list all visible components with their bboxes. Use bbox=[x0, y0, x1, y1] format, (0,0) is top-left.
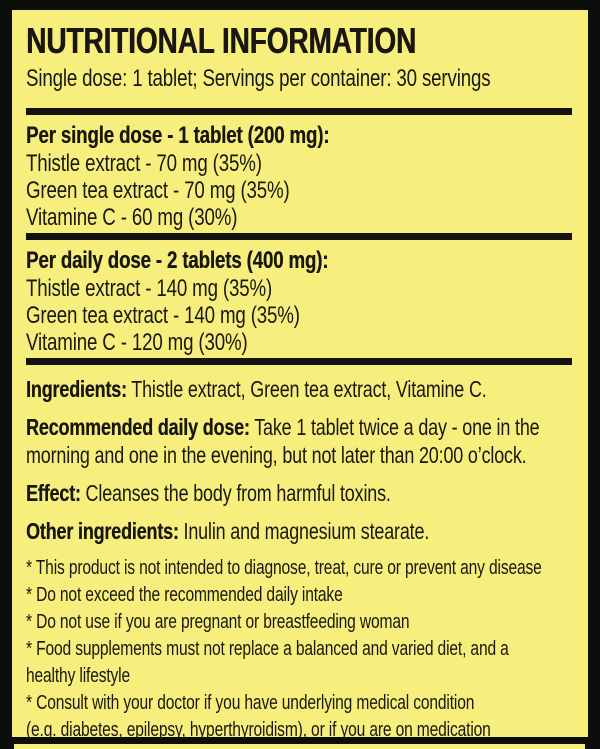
paragraph-label: Ingredients: bbox=[26, 376, 127, 402]
nutrient-row: Green tea extract - 70 mg (35%) bbox=[26, 177, 290, 204]
paragraph-other-ingredients: Other ingredients: Inulin and magnesium … bbox=[26, 517, 574, 545]
paragraph-text: Take 1 tablet twice a day - one in the m… bbox=[26, 414, 540, 468]
disclaimer-list: * This product is not intended to diagno… bbox=[26, 555, 574, 737]
nutrition-label-panel: NUTRITIONAL INFORMATION Single dose: 1 t… bbox=[12, 10, 588, 737]
paragraph-text: Cleanses the body from harmful toxins. bbox=[80, 480, 391, 506]
paragraph-label: Recommended daily dose: bbox=[26, 414, 250, 440]
disclaimer-item: * Do not exceed the recommended daily in… bbox=[26, 584, 343, 606]
section-heading: Per daily dose - 2 tablets (400 mg): bbox=[26, 247, 329, 274]
disclaimer-item: * Consult with your doctor if you have u… bbox=[26, 692, 491, 737]
paragraph-text: Inulin and magnesium stearate. bbox=[178, 518, 430, 544]
divider-rule bbox=[26, 108, 572, 115]
paragraph-label: Effect: bbox=[26, 480, 81, 506]
label-title: NUTRITIONAL INFORMATION bbox=[26, 20, 417, 61]
nutrient-row: Green tea extract - 140 mg (35%) bbox=[26, 302, 300, 329]
nutrient-row: Vitamine C - 60 mg (30%) bbox=[26, 204, 238, 231]
section-single-dose: Per single dose - 1 tablet (200 mg): Thi… bbox=[26, 122, 574, 231]
disclaimer-item: * Food supplements must not replace a ba… bbox=[26, 638, 509, 687]
nutrient-row: Vitamine C - 120 mg (30%) bbox=[26, 329, 248, 356]
section-heading: Per single dose - 1 tablet (200 mg): bbox=[26, 122, 330, 149]
disclaimer-item: * This product is not intended to diagno… bbox=[26, 557, 542, 579]
next-label-panel-edge bbox=[14, 744, 585, 749]
paragraph-effect: Effect: Cleanses the body from harmful t… bbox=[26, 479, 574, 507]
disclaimer-item: * Do not use if you are pregnant or brea… bbox=[26, 611, 410, 633]
paragraph-ingredients: Ingredients: Thistle extract, Green tea … bbox=[26, 375, 574, 403]
label-subtitle: Single dose: 1 tablet; Servings per cont… bbox=[26, 65, 491, 92]
paragraph-text: Thistle extract, Green tea extract, Vita… bbox=[126, 376, 487, 402]
divider-rule bbox=[26, 233, 572, 240]
paragraph-recommended-dose: Recommended daily dose: Take 1 tablet tw… bbox=[26, 413, 574, 469]
nutrient-row: Thistle extract - 70 mg (35%) bbox=[26, 150, 262, 177]
divider-rule bbox=[26, 358, 572, 365]
paragraph-label: Other ingredients: bbox=[26, 518, 179, 544]
section-daily-dose: Per daily dose - 2 tablets (400 mg): Thi… bbox=[26, 247, 574, 356]
nutrient-row: Thistle extract - 140 mg (35%) bbox=[26, 275, 273, 302]
